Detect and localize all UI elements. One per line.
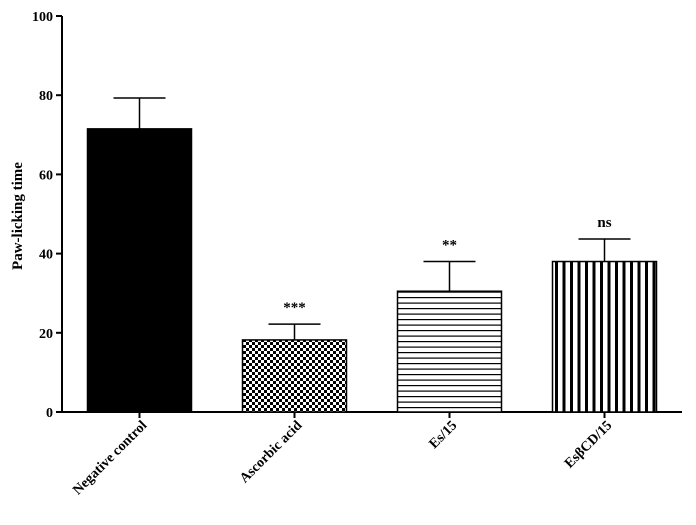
x-axis <box>62 411 682 418</box>
category-labels: Negative control Ascorbic acid Es/15 EsβCD/… <box>70 418 615 498</box>
category-label: Ascorbic acid <box>237 418 305 486</box>
bars <box>86 128 658 413</box>
category-label: Negative control <box>70 418 150 498</box>
y-tick-label: 0 <box>46 406 53 421</box>
error-bars <box>113 97 631 340</box>
bar <box>396 290 503 413</box>
significance-label: ns <box>597 215 611 231</box>
significance-labels: *****ns <box>283 215 611 316</box>
y-axis: 0 20 40 60 80 100 <box>32 10 63 421</box>
bar <box>551 260 658 413</box>
category-label: Es/15 <box>427 418 461 452</box>
bar <box>241 339 348 413</box>
y-tick-label: 80 <box>39 89 53 104</box>
significance-label: ** <box>442 238 457 254</box>
y-tick-label: 60 <box>39 168 53 183</box>
significance-label: *** <box>283 300 306 316</box>
category-label: EsβCD/15 <box>562 418 615 471</box>
y-tick-label: 20 <box>39 327 53 342</box>
y-tick-label: 40 <box>39 248 53 263</box>
bar <box>86 128 193 413</box>
y-tick-label: 100 <box>32 10 53 25</box>
y-axis-title: Paw-licking time <box>10 162 26 270</box>
